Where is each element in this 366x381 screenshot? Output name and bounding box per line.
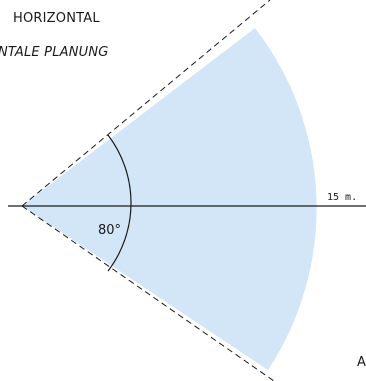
diagram-title: HORIZONTAL: [13, 11, 100, 26]
range-label: 15 m.: [327, 192, 358, 203]
angle-label: 80°: [98, 223, 122, 238]
coverage-area: [22, 28, 317, 370]
corner-label: A: [357, 355, 366, 370]
diagram-subtitle: NTALE PLANUNG: [0, 45, 109, 60]
upper-boundary-line: [21, 0, 271, 207]
angle-arc: [107, 134, 132, 272]
lower-boundary-line: [21, 205, 275, 381]
